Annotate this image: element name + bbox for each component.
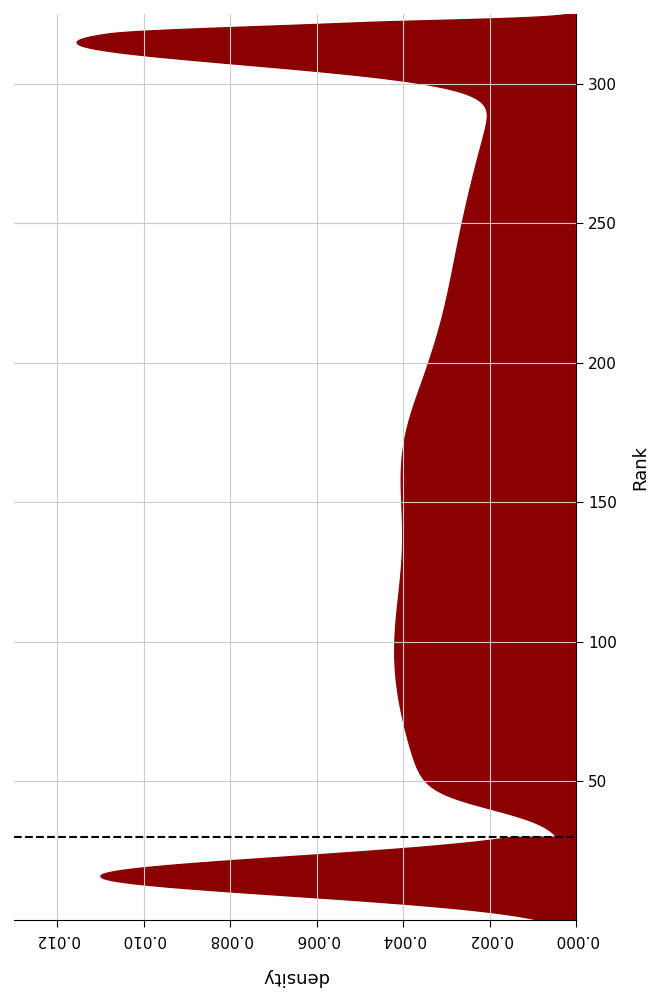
X-axis label: density: density xyxy=(262,968,328,986)
Y-axis label: Rank: Rank xyxy=(631,445,649,490)
